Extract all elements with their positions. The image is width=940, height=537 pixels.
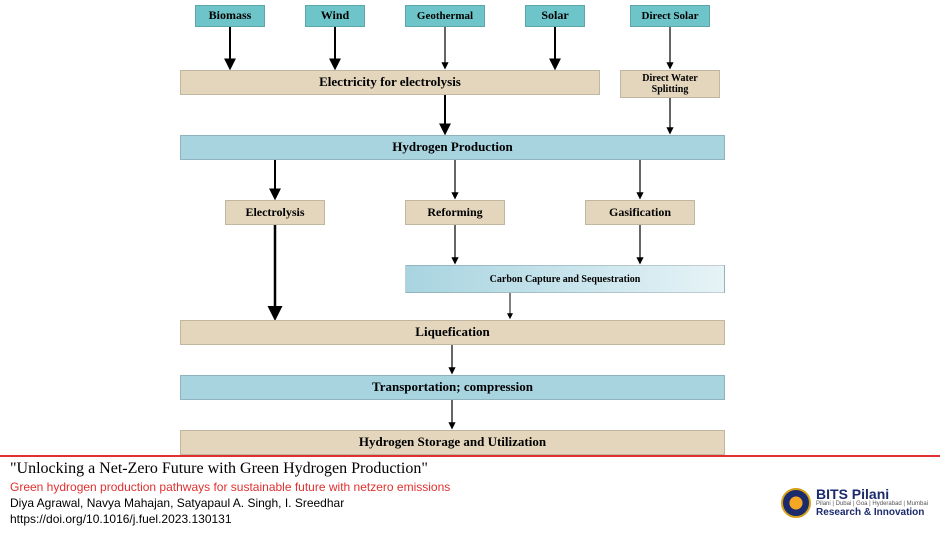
node-reforming: Reforming [405,200,505,225]
node-biomass: Biomass [195,5,265,27]
logo-main: BITS Pilani [816,487,928,501]
node-solar: Solar [525,5,585,27]
flowchart-container: Biomass Wind Geothermal Solar Direct Solar El… [180,5,740,455]
citation-footer: "Unlocking a Net-Zero Future with Green … [10,460,710,526]
node-trans: Transportation; compression [180,375,725,400]
paper-authors: Diya Agrawal, Navya Mahajan, Satyapaul A… [10,496,710,510]
node-electrolysis: Electrolysis [225,200,325,225]
node-dsolar: Direct Solar [630,5,710,27]
node-hprod: Hydrogen Production [180,135,725,160]
divider-redline [0,455,940,457]
node-wind: Wind [305,5,365,27]
logo-text: BITS Pilani Pilani | Dubai | Goa | Hyder… [816,487,928,519]
node-elec: Electricity for electrolysis [180,70,600,95]
node-geo: Geothermal [405,5,485,27]
paper-doi: https://doi.org/10.1016/j.fuel.2023.1301… [10,512,710,526]
paper-title: "Unlocking a Net-Zero Future with Green … [10,460,710,478]
node-dws: Direct Water Splitting [620,70,720,98]
node-gasif: Gasification [585,200,695,225]
node-liq: Liquefication [180,320,725,345]
logo-sub: Research & Innovation [816,507,928,519]
node-storage: Hydrogen Storage and Utilization [180,430,725,455]
bits-pilani-logo: BITS Pilani Pilani | Dubai | Goa | Hyder… [781,487,928,519]
paper-subtitle: Green hydrogen production pathways for s… [10,480,710,494]
logo-emblem-icon [781,488,811,518]
node-ccs: Carbon Capture and Sequestration [405,265,725,293]
